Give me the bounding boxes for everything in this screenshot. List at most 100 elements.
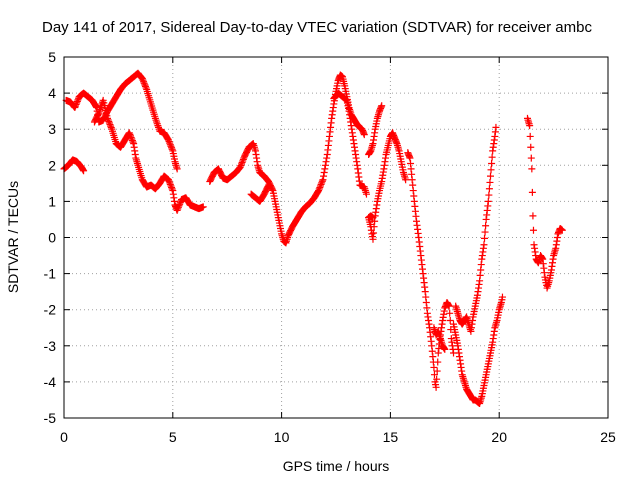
data-point xyxy=(445,302,453,310)
data-point xyxy=(265,181,273,189)
x-tick-label: 20 xyxy=(491,429,507,445)
data-point xyxy=(369,235,377,243)
data-point xyxy=(105,117,113,125)
data-point xyxy=(480,241,488,249)
data-point xyxy=(175,202,183,210)
data-point xyxy=(141,81,149,89)
data-point xyxy=(237,162,245,170)
data-point xyxy=(127,133,135,141)
data-point xyxy=(104,116,112,124)
data-point xyxy=(128,135,136,143)
data-point xyxy=(167,182,175,190)
data-point xyxy=(106,121,114,129)
data-point xyxy=(558,226,566,234)
data-point xyxy=(94,110,102,118)
data-point xyxy=(481,228,489,236)
data-point xyxy=(142,84,150,92)
data-point xyxy=(486,172,494,180)
data-point xyxy=(446,309,454,317)
data-point xyxy=(166,180,174,188)
data-point xyxy=(173,165,181,173)
data-point xyxy=(164,136,172,144)
data-point xyxy=(362,190,370,198)
data-point xyxy=(433,375,441,383)
y-tick-label: -4 xyxy=(44,374,57,390)
data-point xyxy=(485,185,493,193)
data-point xyxy=(127,132,135,140)
y-tick-label: -3 xyxy=(44,338,57,354)
data-point xyxy=(323,154,331,162)
data-point xyxy=(316,182,324,190)
data-point xyxy=(107,122,115,130)
data-point xyxy=(526,122,534,130)
data-point xyxy=(167,142,175,150)
y-tick-label: -1 xyxy=(44,266,57,282)
data-point xyxy=(321,165,329,173)
data-point xyxy=(92,103,100,111)
chart-title: Day 141 of 2017, Sidereal Day-to-day VTE… xyxy=(42,19,592,36)
y-tick-label: 3 xyxy=(48,121,56,137)
data-point xyxy=(315,187,323,195)
data-point xyxy=(140,78,148,86)
data-point xyxy=(320,169,328,177)
data-point xyxy=(141,82,149,90)
plot-frame xyxy=(63,56,609,419)
data-point xyxy=(446,317,454,325)
data-point xyxy=(322,158,330,166)
data-point xyxy=(370,229,378,237)
y-tick-label: 5 xyxy=(48,49,56,65)
y-tick-label: -2 xyxy=(44,302,57,318)
data-point xyxy=(318,179,326,187)
data-point xyxy=(74,96,82,104)
data-point xyxy=(315,185,323,193)
data-point xyxy=(528,188,536,196)
data-point xyxy=(264,182,272,190)
data-point xyxy=(526,132,534,140)
data-point xyxy=(173,206,181,214)
data-point xyxy=(80,167,88,175)
data-point xyxy=(236,163,244,171)
data-point xyxy=(140,79,148,87)
data-point xyxy=(237,160,245,168)
data-point xyxy=(168,183,176,191)
y-tick-label: 1 xyxy=(48,193,56,209)
axis-ticks: 0 5 10 15 20 25 -5 -4 -3 -2 -1 0 1 2 3 4 5 xyxy=(44,49,616,445)
data-point xyxy=(126,130,134,138)
data-point xyxy=(105,119,113,127)
data-point xyxy=(378,102,386,110)
x-tick-label: 5 xyxy=(169,429,177,445)
data-point xyxy=(104,114,112,122)
data-point xyxy=(166,179,174,187)
data-point xyxy=(317,180,325,188)
data-point xyxy=(168,144,176,152)
y-tick-label: -5 xyxy=(44,410,57,426)
data-point xyxy=(319,176,327,184)
data-point xyxy=(318,177,326,185)
data-point xyxy=(430,363,438,371)
data-point xyxy=(321,161,329,169)
data-point xyxy=(430,371,438,379)
data-point xyxy=(174,205,182,213)
data-point xyxy=(107,124,115,132)
data-point xyxy=(138,75,146,83)
x-tick-label: 0 xyxy=(60,429,68,445)
y-axis-label: SDTVAR / TECUs xyxy=(5,181,21,293)
data-point xyxy=(529,212,537,220)
data-point xyxy=(199,203,207,211)
data-point xyxy=(73,97,81,105)
data-point xyxy=(168,185,176,193)
data-point xyxy=(487,166,495,174)
data-point xyxy=(71,104,79,112)
data-point xyxy=(72,100,80,108)
data-point xyxy=(492,123,500,131)
data-point xyxy=(482,222,490,230)
data-point xyxy=(164,176,172,184)
data-marks xyxy=(60,69,566,408)
data-point xyxy=(139,76,147,84)
data-point xyxy=(485,191,493,199)
y-tick-label: 2 xyxy=(48,157,56,173)
data-point xyxy=(529,226,537,234)
data-point xyxy=(481,234,489,242)
data-point xyxy=(402,176,410,184)
